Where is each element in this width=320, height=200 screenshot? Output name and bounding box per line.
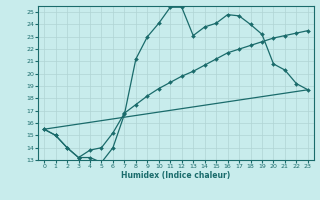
X-axis label: Humidex (Indice chaleur): Humidex (Indice chaleur)	[121, 171, 231, 180]
